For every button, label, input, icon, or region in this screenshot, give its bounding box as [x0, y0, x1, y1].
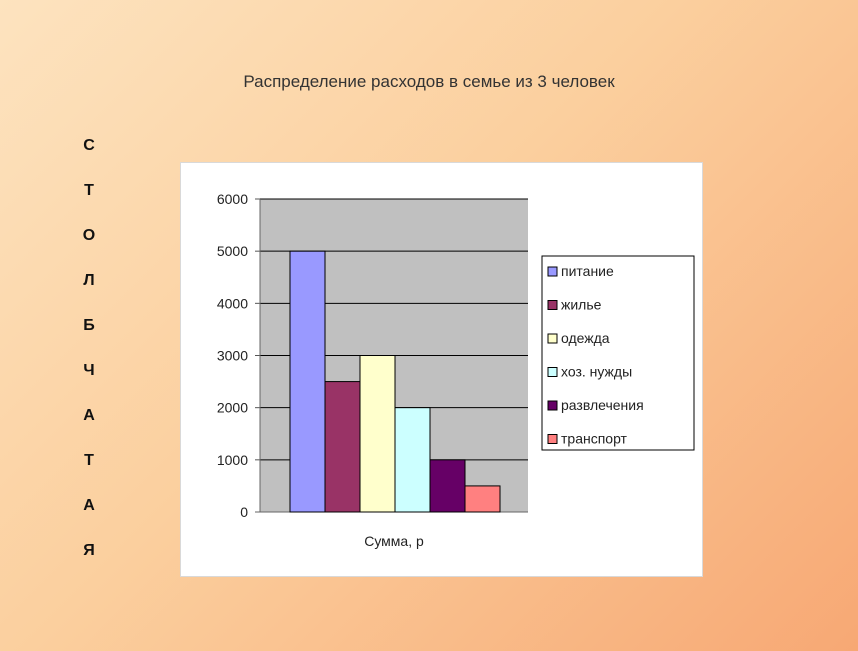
y-tick-label: 4000: [217, 295, 248, 311]
side-label-letter: Т: [84, 452, 94, 469]
legend-entry-2: жилье: [561, 297, 602, 313]
side-label-letter: Ч: [83, 362, 95, 379]
chart-frame: 0 1000 2000 3000 4000 5000 6000 Сумма, р питание…: [181, 163, 702, 576]
side-label-letter: Я: [83, 542, 95, 559]
bar-6: [464, 485, 501, 513]
vertical-side-label: С Т О Л Б Ч А Т А Я: [74, 132, 104, 582]
side-label-letter: С: [83, 137, 95, 154]
side-label-letter: А: [83, 407, 95, 424]
side-label-letter: Б: [83, 317, 95, 334]
bar-1: [289, 250, 326, 513]
y-tick-label: 1000: [217, 452, 248, 468]
bar-3: [359, 355, 396, 513]
y-tick-label: 0: [240, 504, 248, 520]
legend-swatch-4: [547, 367, 558, 377]
legend-entry-1: питание: [561, 263, 614, 279]
legend-swatch-3: [547, 333, 558, 344]
bar-2: [324, 381, 361, 513]
y-tick-label: 6000: [217, 191, 248, 207]
side-label-letter: Л: [83, 272, 95, 289]
legend-swatch-6: [547, 434, 558, 444]
side-label-letter: А: [83, 497, 95, 514]
legend-box: [541, 255, 695, 451]
y-tick-label: 3000: [217, 348, 248, 364]
bar-4: [394, 407, 431, 513]
legend-entry-6: транспорт: [561, 431, 628, 447]
side-label-letter: Т: [84, 182, 94, 199]
legend-swatch-5: [547, 400, 558, 411]
bar-chart: 0 1000 2000 3000 4000 5000 6000 Сумма, р питание…: [217, 191, 695, 549]
y-tick-label: 5000: [217, 243, 248, 259]
legend-entry-3: одежда: [561, 330, 610, 346]
y-tick-label: 2000: [217, 400, 248, 416]
x-axis-label: Сумма, р: [364, 533, 424, 549]
legend-swatch-1: [547, 266, 558, 277]
bar-5: [429, 459, 466, 513]
chart-title: Распределение расходов в семье из 3 чело…: [243, 72, 615, 91]
legend-entry-5: развлечения: [561, 397, 644, 413]
side-label-letter: О: [82, 227, 96, 244]
legend-entry-4: хоз. нужды: [561, 364, 632, 380]
legend-swatch-2: [547, 300, 558, 310]
